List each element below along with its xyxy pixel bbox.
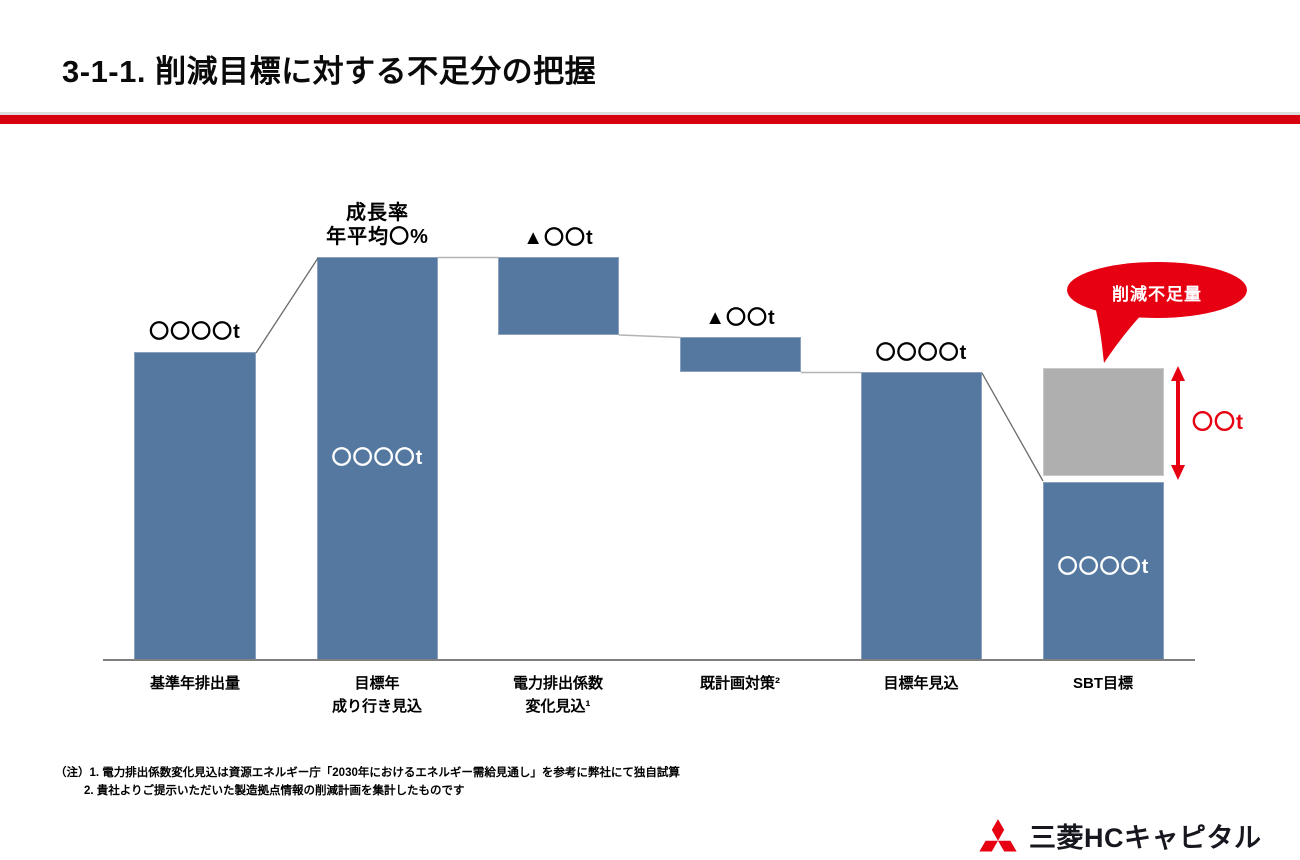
shortfall-value-label: 〇〇t xyxy=(1192,411,1244,434)
category-label: 目標年見込 xyxy=(883,675,959,692)
bar-value-label: 〇〇〇〇t xyxy=(149,321,241,343)
connector-line-falling xyxy=(981,372,1044,482)
footnote-2: 2. 貴社よりご提示いただいた製造拠点情報の削減計画を集計したものです xyxy=(84,785,465,798)
category-label: 目標年 成り行き見込 xyxy=(331,675,422,716)
footnote-1: （注）1. 電力排出係数変化見込は資源エネルギー庁「2030年におけるエネルギー… xyxy=(55,767,680,779)
company-logo-text: 三菱HCキャピタル xyxy=(1029,823,1262,853)
bar-base-year-emissions xyxy=(134,352,256,660)
arrow-head-up-icon xyxy=(1171,366,1185,381)
footnotes: （注）1. 電力排出係数変化見込は資源エネルギー庁「2030年におけるエネルギー… xyxy=(55,764,680,801)
company-logo: 三菱HCキャピタル xyxy=(978,816,1262,855)
bar-value-label: ▲〇〇t xyxy=(705,307,776,329)
category-label: SBT目標 xyxy=(1072,675,1133,692)
bar-target-year-forecast xyxy=(861,372,982,660)
title-rule xyxy=(0,115,1300,124)
title-rule-shadow xyxy=(0,112,1300,115)
bar-shortfall-gray-block xyxy=(1043,368,1164,476)
category-label: 基準年排出量 xyxy=(149,675,240,692)
connector-line-top-2 xyxy=(618,334,682,339)
shortfall-callout-tail xyxy=(1094,302,1144,363)
bar-power-coefficient-change xyxy=(498,257,619,335)
bar-annotation-growth: 成長率 年平均〇% xyxy=(310,201,445,249)
x-axis-line xyxy=(103,659,1195,661)
arrow-head-down-icon xyxy=(1171,465,1185,480)
bar-target-year-bau xyxy=(317,257,438,660)
mitsubishi-three-diamonds-icon xyxy=(979,819,1017,852)
bar-value-label-inside: 〇〇〇〇t xyxy=(1057,556,1150,578)
bar-value-label-inside: 〇〇〇〇t xyxy=(331,447,424,469)
bar-value-label: 〇〇〇〇t xyxy=(875,342,968,364)
bar-sbt-target xyxy=(1043,482,1164,660)
bar-value-label: ▲〇〇t xyxy=(523,227,594,249)
category-label: 電力排出係数 変化見込¹ xyxy=(512,675,603,716)
shortfall-callout-label: 削減不足量 xyxy=(1112,285,1202,304)
annotation-line1: 成長率 xyxy=(346,202,409,224)
bar-planned-measures xyxy=(680,337,801,372)
category-label: 既計画対策² xyxy=(700,675,780,692)
page-title: 3-1-1. 削減目標に対する不足分の把握 xyxy=(62,54,597,89)
connector-line-rising xyxy=(255,257,319,354)
annotation-line2: 年平均〇% xyxy=(326,226,429,248)
